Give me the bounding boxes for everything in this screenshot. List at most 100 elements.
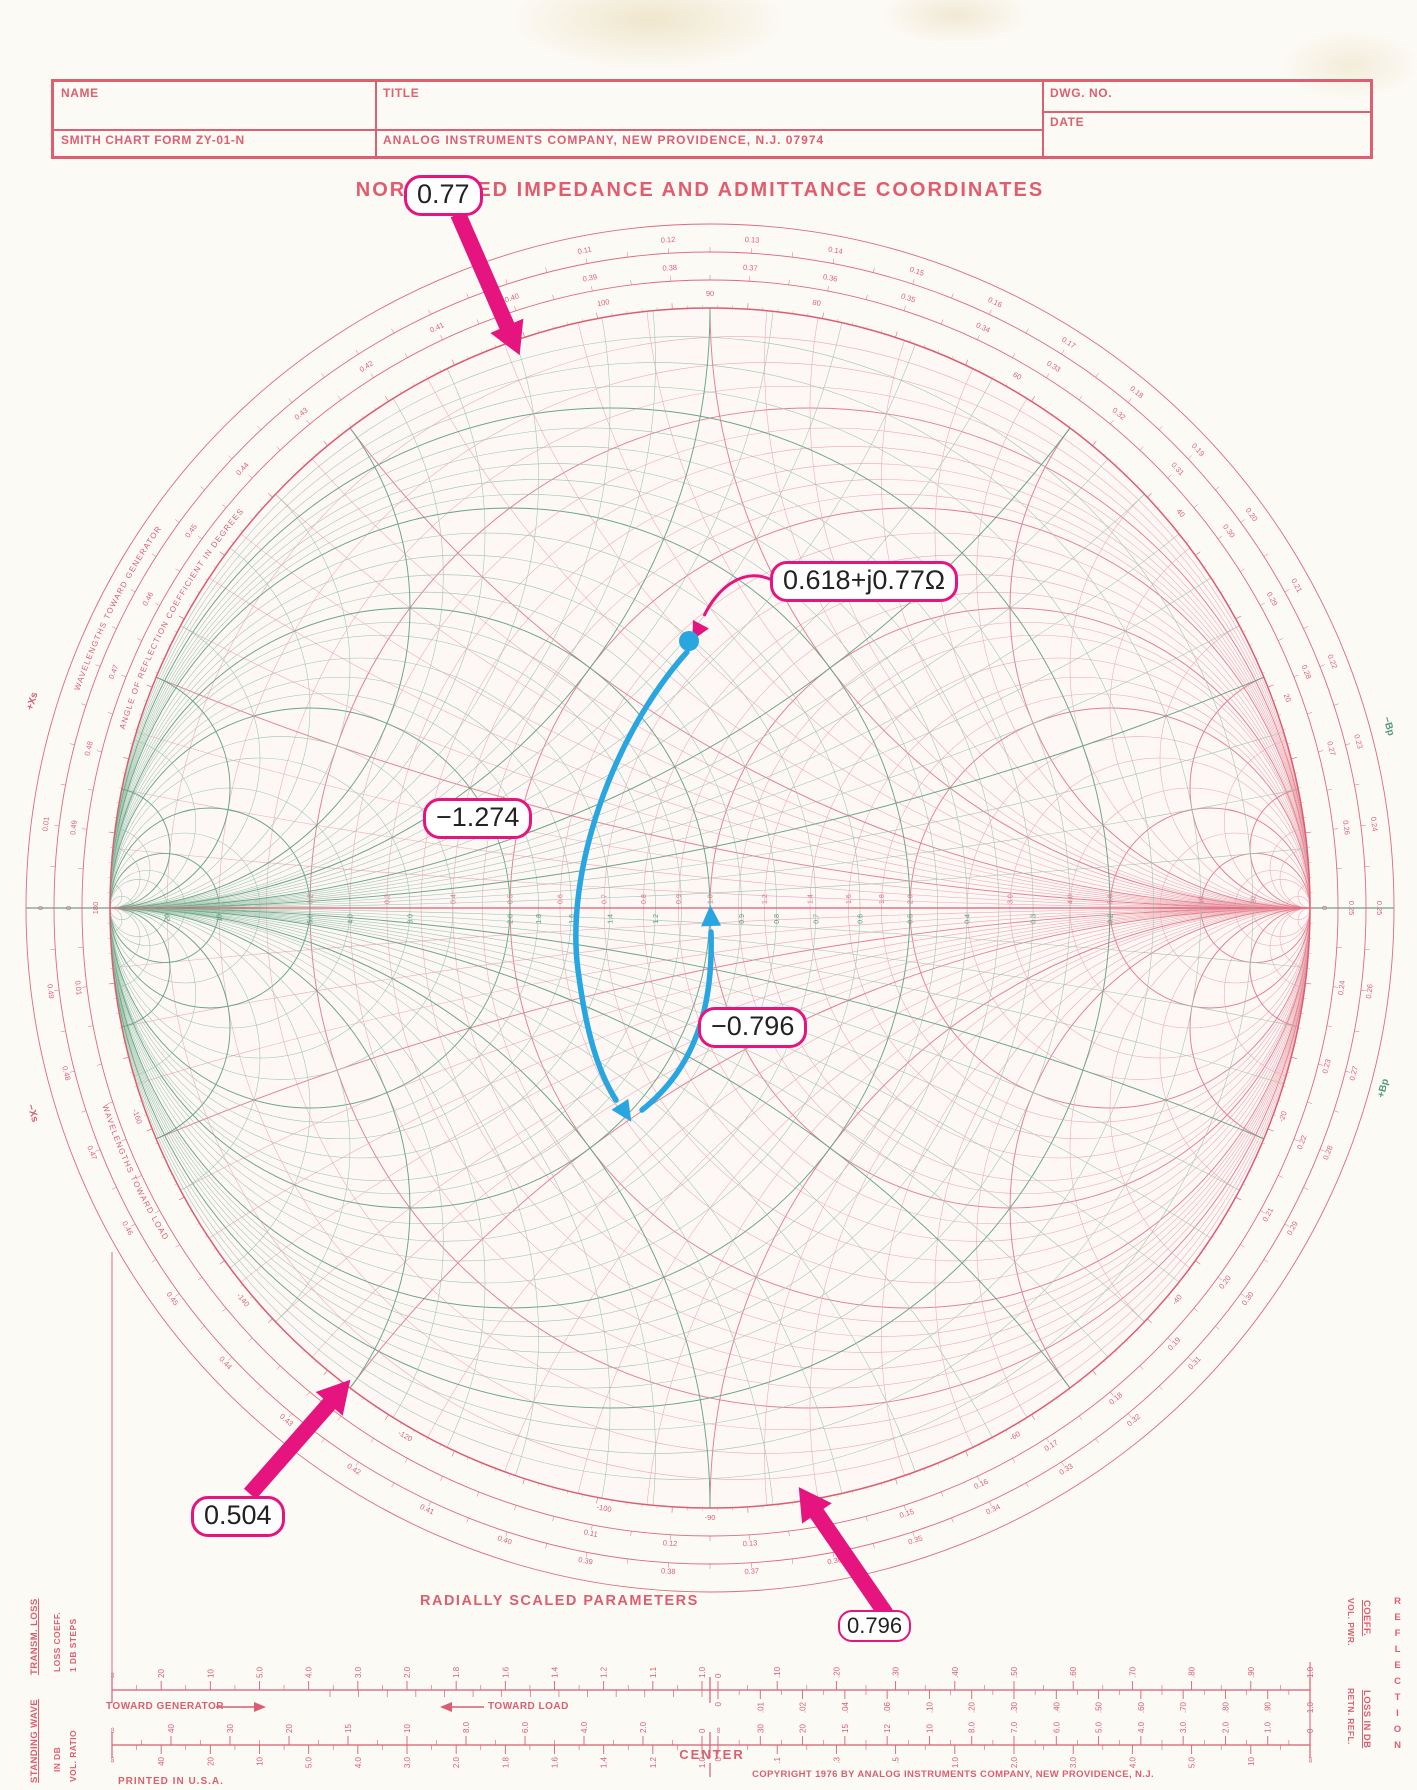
svg-text:.20: .20 bbox=[968, 1701, 977, 1713]
svg-text:-90: -90 bbox=[705, 1513, 716, 1522]
scale-row-loss-in-db: LOSS IN DB bbox=[1361, 1690, 1372, 1749]
svg-text:0: 0 bbox=[36, 906, 45, 910]
svg-text:1.4: 1.4 bbox=[551, 1666, 560, 1678]
toward-load-label: TOWARD LOAD bbox=[488, 1701, 569, 1712]
svg-text:0.23: 0.23 bbox=[1320, 1058, 1332, 1074]
svg-text:0.13: 0.13 bbox=[744, 235, 759, 245]
svg-text:.01: .01 bbox=[756, 1701, 765, 1713]
svg-text:5.0: 5.0 bbox=[305, 1756, 314, 1768]
svg-text:5.0: 5.0 bbox=[1108, 894, 1115, 904]
svg-text:∞: ∞ bbox=[108, 1727, 117, 1733]
svg-text:.5: .5 bbox=[892, 1756, 901, 1763]
svg-text:0.01: 0.01 bbox=[40, 816, 51, 832]
svg-text:0.7: 0.7 bbox=[602, 894, 609, 904]
svg-text:1.2: 1.2 bbox=[649, 1756, 658, 1768]
svg-text:0.8: 0.8 bbox=[641, 894, 648, 904]
svg-text:1.6: 1.6 bbox=[569, 914, 576, 924]
svg-text:.70: .70 bbox=[1179, 1701, 1188, 1713]
svg-text:0.43: 0.43 bbox=[293, 406, 310, 422]
svg-text:8.0: 8.0 bbox=[462, 1721, 471, 1733]
scale-row-in-db: IN DB bbox=[52, 1746, 62, 1772]
svg-text:1.2: 1.2 bbox=[653, 914, 660, 924]
svg-text:0.22: 0.22 bbox=[1295, 1134, 1309, 1151]
svg-text:10: 10 bbox=[925, 1724, 934, 1733]
svg-text:20: 20 bbox=[1250, 896, 1257, 904]
svg-text:80: 80 bbox=[812, 298, 822, 308]
svg-text:30: 30 bbox=[226, 1724, 235, 1733]
svg-text:0.24: 0.24 bbox=[1369, 816, 1380, 832]
radially-scaled-title: RADIALLY SCALED PARAMETERS bbox=[420, 1593, 699, 1609]
svg-text:.40: .40 bbox=[951, 1666, 960, 1678]
svg-text:5.0: 5.0 bbox=[308, 914, 315, 924]
svg-text:0.32: 0.32 bbox=[1110, 406, 1127, 422]
svg-text:.06: .06 bbox=[883, 1701, 892, 1713]
svg-text:0.46: 0.46 bbox=[140, 590, 155, 607]
copyright-line: COPYRIGHT 1976 BY ANALOG INSTRUMENTS COM… bbox=[752, 1769, 1155, 1780]
svg-text:0: 0 bbox=[64, 906, 73, 910]
svg-text:0.38: 0.38 bbox=[661, 1566, 676, 1576]
callout-leader-line bbox=[702, 574, 773, 617]
svg-text:+Xs: +Xs bbox=[25, 691, 41, 712]
scale-row-loss-coeff: LOSS COEFF. bbox=[52, 1611, 62, 1672]
svg-text:0.21: 0.21 bbox=[1289, 577, 1304, 594]
plotted-point-dot bbox=[679, 631, 699, 651]
svg-text:.70: .70 bbox=[1128, 1666, 1137, 1678]
svg-text:3.0: 3.0 bbox=[354, 1666, 363, 1678]
svg-text:0.28: 0.28 bbox=[1300, 663, 1314, 680]
svg-text:.90: .90 bbox=[1264, 1701, 1273, 1713]
svg-text:10: 10 bbox=[256, 1756, 265, 1765]
svg-text:−Xs: −Xs bbox=[24, 1103, 40, 1124]
svg-text:0.3: 0.3 bbox=[384, 894, 391, 904]
blue-arc-left bbox=[573, 649, 690, 1103]
svg-text:0.29: 0.29 bbox=[1265, 590, 1280, 607]
svg-text:0.37: 0.37 bbox=[743, 263, 758, 273]
svg-text:0.25: 0.25 bbox=[1375, 901, 1384, 916]
svg-text:0.5: 0.5 bbox=[908, 914, 915, 924]
scale-row-refl-coeff: COEFF. bbox=[1361, 1600, 1372, 1637]
svg-text:0.40: 0.40 bbox=[503, 291, 520, 304]
svg-text:0.49: 0.49 bbox=[45, 983, 56, 999]
svg-text:0.11: 0.11 bbox=[583, 1527, 598, 1538]
blue-arc-right-arrowhead bbox=[701, 905, 722, 927]
scale-group-standing-wave: STANDING WAVE bbox=[29, 1698, 40, 1783]
svg-text:−Bp: −Bp bbox=[1381, 716, 1397, 737]
header-divider bbox=[375, 82, 377, 156]
svg-text:∞: ∞ bbox=[1306, 1757, 1315, 1763]
svg-text:.30: .30 bbox=[892, 1666, 901, 1678]
svg-text:0.7: 0.7 bbox=[813, 914, 820, 924]
svg-text:0.6: 0.6 bbox=[558, 894, 565, 904]
svg-text:0.16: 0.16 bbox=[972, 1477, 989, 1491]
svg-text:0.26: 0.26 bbox=[1341, 820, 1352, 836]
svg-text:10: 10 bbox=[1247, 1756, 1256, 1765]
svg-text:0.28: 0.28 bbox=[1321, 1144, 1335, 1161]
svg-text:15: 15 bbox=[344, 1724, 353, 1733]
svg-text:0.27: 0.27 bbox=[1325, 740, 1337, 756]
svg-text:1.1: 1.1 bbox=[649, 1666, 658, 1678]
svg-text:-140: -140 bbox=[235, 1291, 252, 1308]
svg-text:0: 0 bbox=[698, 1728, 707, 1733]
svg-text:0.39: 0.39 bbox=[582, 272, 598, 284]
svg-text:3.0: 3.0 bbox=[403, 1756, 412, 1768]
svg-text:30: 30 bbox=[756, 1724, 765, 1733]
date-field-label: DATE bbox=[1050, 115, 1085, 129]
svg-text:-40: -40 bbox=[1170, 1293, 1184, 1307]
svg-text:8.0: 8.0 bbox=[968, 1721, 977, 1733]
svg-text:0.12: 0.12 bbox=[660, 235, 675, 245]
svg-text:0.33: 0.33 bbox=[1045, 359, 1062, 374]
svg-text:90: 90 bbox=[706, 289, 714, 298]
svg-text:0.33: 0.33 bbox=[1057, 1461, 1074, 1476]
svg-text:40: 40 bbox=[157, 1756, 166, 1765]
svg-text:180: 180 bbox=[91, 902, 100, 915]
svg-text:0.45: 0.45 bbox=[164, 1290, 180, 1307]
svg-text:10: 10 bbox=[206, 1669, 215, 1678]
svg-text:0.01: 0.01 bbox=[73, 980, 84, 996]
svg-text:.10: .10 bbox=[773, 1666, 782, 1678]
blue-arc-left-arrowhead bbox=[611, 1098, 632, 1122]
svg-text:0.24: 0.24 bbox=[1336, 980, 1347, 996]
svg-text:1.4: 1.4 bbox=[608, 914, 615, 924]
svg-text:3.0: 3.0 bbox=[1008, 894, 1015, 904]
svg-text:0.11: 0.11 bbox=[577, 245, 592, 256]
svg-text:0.34: 0.34 bbox=[984, 1502, 1001, 1516]
svg-text:0.42: 0.42 bbox=[358, 359, 375, 374]
